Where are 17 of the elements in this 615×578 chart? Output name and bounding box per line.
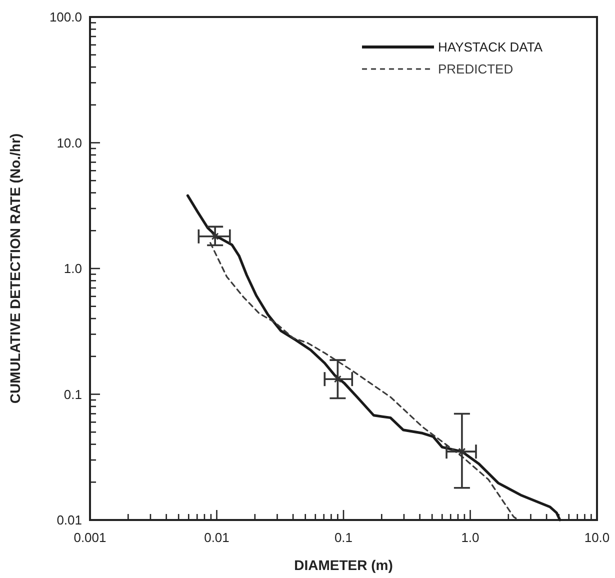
x-tick-label: 0.1: [334, 530, 353, 545]
y-tick-label: 1.0: [64, 261, 82, 276]
x-tick-label: 0.001: [74, 530, 106, 545]
y-tick-label: 0.1: [64, 386, 82, 402]
x-axis-title: DIAMETER (m): [294, 557, 393, 573]
x-tick-label: 1.0: [461, 530, 480, 545]
point: [458, 448, 466, 456]
x-tick-label: 10.0: [584, 530, 610, 545]
y-tick-label: 100.0: [49, 10, 82, 25]
y-axis-title: CUMULATIVE DETECTION RATE (No./hr): [7, 133, 23, 404]
point: [334, 375, 342, 383]
text: HAYSTACK DATA: [438, 40, 543, 55]
y-tick-label: 10.0: [56, 135, 82, 150]
x-tick-label: 0.01: [204, 530, 230, 545]
point: [211, 232, 219, 240]
y-tick-label: 0.01: [56, 512, 82, 528]
text: PREDICTED: [438, 62, 514, 77]
